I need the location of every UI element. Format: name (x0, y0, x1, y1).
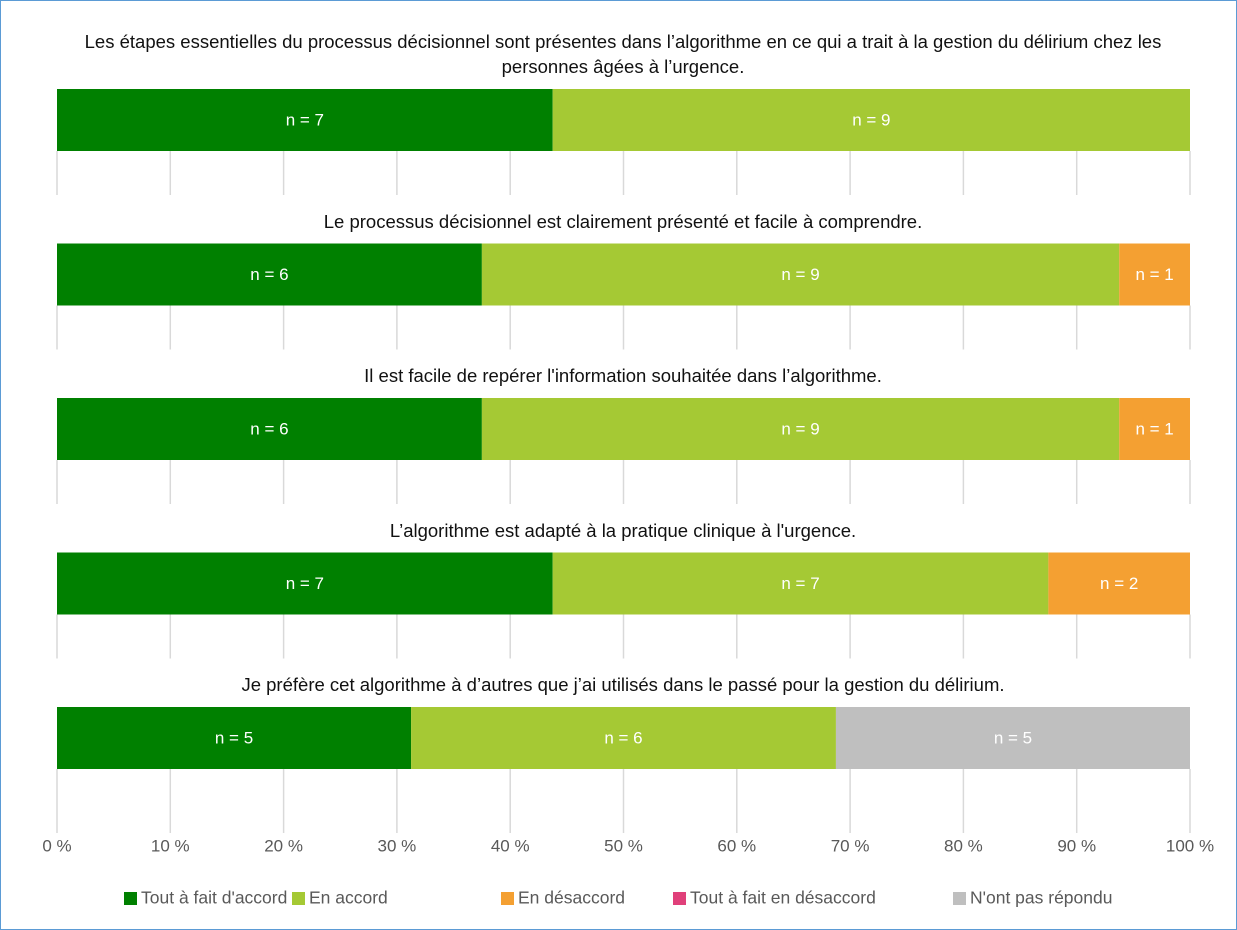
x-tick-label: 0 % (42, 836, 71, 855)
bar-segment (411, 707, 836, 769)
legend-swatch (501, 892, 514, 905)
question-title: L’algorithme est adapté à la pratique cl… (389, 519, 857, 541)
legend-swatch (673, 892, 686, 905)
legend-label: En accord (309, 888, 388, 908)
data-label: n = 2 (1100, 574, 1138, 593)
data-label: n = 6 (250, 265, 288, 284)
data-label: n = 1 (1135, 419, 1173, 438)
bar-segment (57, 552, 553, 615)
data-label: n = 5 (994, 728, 1032, 747)
bar-segment (552, 89, 1190, 151)
x-tick-label: 10 % (151, 836, 190, 855)
bar-segment (57, 707, 412, 769)
bar-segment (835, 707, 1190, 769)
data-label: n = 6 (250, 419, 288, 438)
data-label: n = 7 (286, 574, 324, 593)
legend-swatch (124, 892, 137, 905)
legend-label: En désaccord (518, 888, 625, 908)
x-tick-label: 20 % (264, 836, 303, 855)
data-label: n = 9 (852, 110, 890, 129)
x-tick-label: 40 % (491, 836, 530, 855)
x-tick-label: 60 % (717, 836, 756, 855)
bar-segment (57, 89, 553, 151)
x-tick-label: 90 % (1057, 836, 1096, 855)
legend-swatch (292, 892, 305, 905)
bar-segment (57, 398, 482, 460)
legend-label: Tout à fait en désaccord (690, 888, 876, 908)
question-title: Il est facile de repérer l'information s… (364, 365, 882, 386)
x-tick-label: 80 % (944, 836, 983, 855)
bar-segment (1119, 243, 1190, 306)
data-label: n = 5 (215, 728, 253, 747)
data-label: n = 9 (781, 265, 819, 284)
data-label: n = 9 (781, 419, 819, 438)
x-tick-label: 70 % (831, 836, 870, 855)
legend-label: N'ont pas répondu (970, 888, 1112, 908)
x-tick-label: 30 % (378, 836, 417, 855)
data-label: n = 7 (286, 110, 324, 129)
question-title: Les étapes essentielles du processus déc… (84, 31, 1162, 77)
bar-segment (552, 552, 1049, 615)
question-title: Le processus décisionnel est clairement … (323, 210, 923, 232)
bar-segment (481, 243, 1120, 306)
data-label: n = 1 (1135, 265, 1173, 284)
bar-segment (481, 398, 1120, 460)
x-tick-label: 100 % (1166, 836, 1214, 855)
bar-segment (1119, 398, 1190, 460)
x-tick-label: 50 % (604, 836, 643, 855)
legend-swatch (953, 892, 966, 905)
data-label: n = 6 (604, 728, 642, 747)
data-label: n = 7 (781, 574, 819, 593)
bar-segment (57, 243, 482, 306)
question-title: Je préfère cet algorithme à d’autres que… (241, 674, 1005, 695)
legend-label: Tout à fait d'accord (141, 888, 287, 908)
bar-segment (1048, 552, 1190, 615)
